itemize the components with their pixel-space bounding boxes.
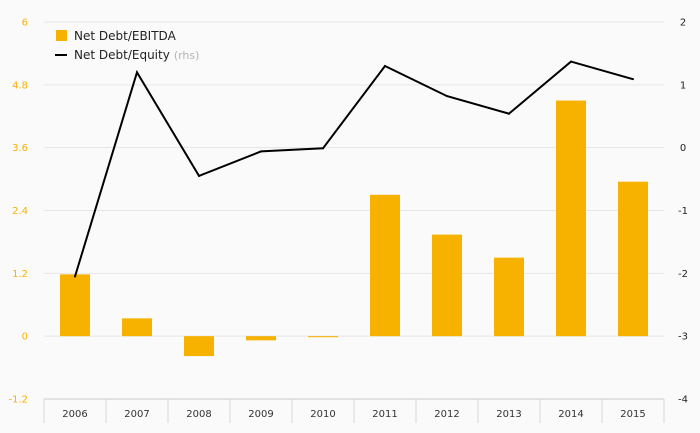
legend: Net Debt/EBITDA Net Debt/Equity (rhs) <box>55 29 199 62</box>
y-right-tick-label: -4 <box>678 395 688 406</box>
line-point <box>632 78 634 81</box>
y-left-tick-label: 3.6 <box>12 143 28 154</box>
line-point <box>570 60 572 63</box>
series-line <box>74 60 634 277</box>
bar <box>308 336 338 338</box>
x-tick-label: 2011 <box>372 409 397 420</box>
line-point <box>260 150 262 153</box>
legend-label: Net Debt/EBITDA <box>74 29 177 43</box>
bar <box>184 336 214 357</box>
y-left-tick-label: 2.4 <box>12 206 28 217</box>
x-tick-label: 2008 <box>186 409 211 420</box>
line-point <box>74 275 76 278</box>
axes: -1.2 0 1.2 2.4 3.6 4.8 6 -4 -3 -2 -1 0 1 2 2006 2007 200… <box>8 18 688 423</box>
bar <box>494 257 524 337</box>
line-point <box>322 147 324 150</box>
x-tick-label: 2006 <box>62 409 87 420</box>
legend-label-suffix: (rhs) <box>174 49 200 62</box>
bar <box>432 234 462 337</box>
x-tick-label: 2010 <box>310 409 335 420</box>
bar <box>60 274 90 337</box>
y-right-tick-label: -3 <box>678 332 688 343</box>
line-series <box>74 60 634 278</box>
legend-swatch-bar <box>56 30 67 41</box>
x-tick-label: 2014 <box>558 409 583 420</box>
x-tick-label: 2013 <box>496 409 521 420</box>
y-left-tick-label: 1.2 <box>12 269 28 280</box>
y-left-tick-label: 0 <box>22 332 28 343</box>
x-tick-label: 2009 <box>248 409 273 420</box>
y-right-tick-label: -2 <box>678 269 688 280</box>
y-right-tick-label: 2 <box>680 18 686 29</box>
bar <box>246 336 276 341</box>
y-right-tick-label: 1 <box>680 80 686 91</box>
legend-label: Net Debt/Equity <box>74 48 170 62</box>
bar <box>122 318 152 337</box>
y-left-tick-label: 6 <box>22 18 28 29</box>
y-left-tick-label: -1.2 <box>8 395 28 406</box>
bar <box>370 194 400 337</box>
line-point <box>384 64 386 67</box>
bar <box>556 100 586 337</box>
y-left-tick-label: 4.8 <box>12 80 28 91</box>
y-right-tick-label: -1 <box>678 206 688 217</box>
line-point <box>508 112 510 115</box>
x-tick-label: 2015 <box>620 409 645 420</box>
y-right-tick-label: 0 <box>680 143 686 154</box>
bar <box>618 181 648 337</box>
line-point <box>446 95 448 98</box>
line-point <box>136 71 138 74</box>
line-point <box>198 174 200 177</box>
x-tick-label: 2007 <box>124 409 149 420</box>
x-tick-label: 2012 <box>434 409 459 420</box>
bar-series <box>60 100 648 357</box>
